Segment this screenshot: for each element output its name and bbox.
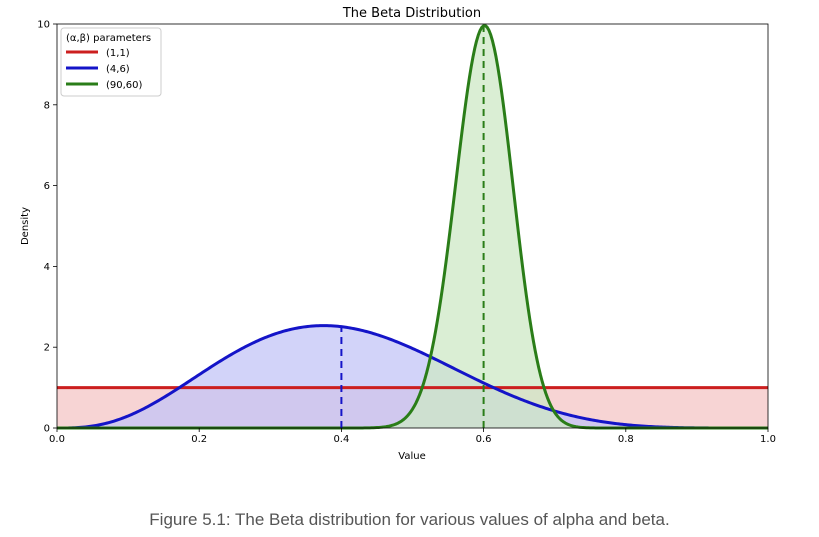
beta-distribution-chart: The Beta Distribution 0.0 0.2 0.4 0.6 0.8 1.0… xyxy=(20,6,776,462)
y-axis: 0 2 4 6 8 10 xyxy=(37,20,57,435)
x-tick-label: 0.0 xyxy=(49,434,65,445)
legend-label: (4,6) xyxy=(106,64,130,75)
legend-label: (1,1) xyxy=(106,48,130,59)
y-tick-label: 2 xyxy=(44,343,50,354)
x-tick-label: 0.6 xyxy=(476,434,492,445)
y-tick-label: 10 xyxy=(37,20,50,31)
series-fill-1 xyxy=(57,325,768,428)
legend-entries: (1,1) (4,6) (90,60) xyxy=(66,48,143,91)
chart-title: The Beta Distribution xyxy=(342,6,481,21)
series-line-1 xyxy=(57,324,768,430)
y-tick-label: 0 xyxy=(44,424,50,435)
legend-box xyxy=(60,27,162,97)
x-tick-label: 0.2 xyxy=(191,434,207,445)
figure-caption: Figure 5.1: The Beta distribution for va… xyxy=(149,510,670,529)
y-tick-label: 6 xyxy=(44,181,50,192)
x-tick-label: 1.0 xyxy=(760,434,776,445)
y-axis-label: Density xyxy=(20,207,31,245)
y-tick-label: 8 xyxy=(44,100,50,111)
legend: (α,β) parameters (1,1) (4,6) (90,60) xyxy=(60,27,162,97)
x-axis: 0.0 0.2 0.4 0.6 0.8 1.0 xyxy=(49,428,776,445)
legend-label: (90,60) xyxy=(106,80,143,91)
series-fills xyxy=(57,25,768,429)
x-tick-label: 0.4 xyxy=(333,434,349,445)
legend-title: (α,β) parameters xyxy=(66,33,151,44)
mean-lines xyxy=(340,25,485,428)
plot-frame xyxy=(56,23,769,429)
x-axis-label: Value xyxy=(398,451,425,462)
x-tick-label: 0.8 xyxy=(618,434,634,445)
y-tick-label: 4 xyxy=(44,262,50,273)
